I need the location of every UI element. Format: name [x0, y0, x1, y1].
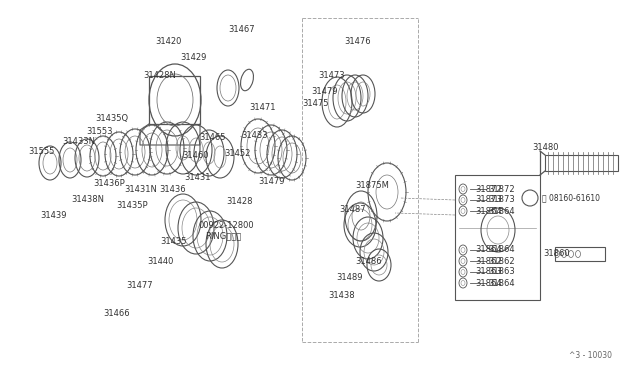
Text: 31433: 31433	[242, 131, 268, 140]
Text: 31864: 31864	[476, 246, 502, 254]
Text: 31435P: 31435P	[116, 201, 148, 209]
Text: 31862: 31862	[476, 257, 502, 266]
Text: 31436: 31436	[160, 186, 186, 195]
Text: 31872: 31872	[488, 185, 515, 193]
Text: 31864: 31864	[476, 206, 502, 215]
Bar	[149, 76, 200, 124]
Text: 31553: 31553	[87, 126, 113, 135]
Text: 31420: 31420	[155, 38, 181, 46]
Text: Ⓑ 08160-61610: Ⓑ 08160-61610	[542, 193, 600, 202]
Bar	[455, 175, 540, 300]
Bar	[545, 155, 618, 171]
Text: 31476: 31476	[345, 38, 371, 46]
Text: 31489: 31489	[337, 273, 364, 282]
Text: 31863: 31863	[476, 267, 502, 276]
Text: 31473: 31473	[319, 71, 346, 80]
Text: 00922-12800: 00922-12800	[198, 221, 254, 230]
Text: 31436P: 31436P	[93, 179, 125, 187]
Text: 31477: 31477	[127, 280, 154, 289]
Text: 31431N: 31431N	[125, 186, 157, 195]
Text: 31433N: 31433N	[63, 138, 95, 147]
Text: ^3 - 10030: ^3 - 10030	[569, 352, 612, 360]
Text: 31480: 31480	[532, 144, 559, 153]
Text: 31475: 31475	[303, 99, 329, 108]
Text: 31467: 31467	[228, 26, 255, 35]
Text: 31429: 31429	[180, 52, 206, 61]
Text: 31431: 31431	[185, 173, 211, 183]
Text: 31875M: 31875M	[355, 180, 389, 189]
Text: 31864: 31864	[476, 279, 502, 288]
Text: 31440: 31440	[147, 257, 173, 266]
Text: 31479: 31479	[312, 87, 339, 96]
Text: 31873: 31873	[488, 196, 515, 205]
Text: 31435Q: 31435Q	[95, 113, 129, 122]
Text: 31873: 31873	[476, 196, 502, 205]
Text: 31452: 31452	[224, 148, 250, 157]
Text: 31863: 31863	[488, 267, 515, 276]
Text: 31460: 31460	[183, 151, 209, 160]
Text: 31438: 31438	[329, 291, 355, 299]
Text: 31862: 31862	[488, 257, 515, 266]
Text: 31864: 31864	[488, 206, 515, 215]
Text: 31438N: 31438N	[72, 196, 104, 205]
Text: 31435: 31435	[161, 237, 188, 247]
Bar	[555, 247, 605, 261]
Text: 31471: 31471	[250, 103, 276, 112]
Text: RINGリング: RINGリング	[205, 231, 241, 241]
Text: 31428: 31428	[227, 198, 253, 206]
Text: 31555: 31555	[28, 148, 54, 157]
Text: 31479: 31479	[259, 177, 285, 186]
Text: 31864: 31864	[488, 246, 515, 254]
Text: 31439: 31439	[41, 211, 67, 219]
Text: 31466: 31466	[104, 308, 131, 317]
Text: 31872: 31872	[476, 185, 502, 193]
Text: 31860: 31860	[544, 250, 570, 259]
Text: 31487: 31487	[340, 205, 366, 215]
Text: 31864: 31864	[488, 279, 515, 288]
Text: 31465: 31465	[200, 134, 227, 142]
Text: 31486: 31486	[356, 257, 382, 266]
Text: 31428N: 31428N	[143, 71, 177, 80]
